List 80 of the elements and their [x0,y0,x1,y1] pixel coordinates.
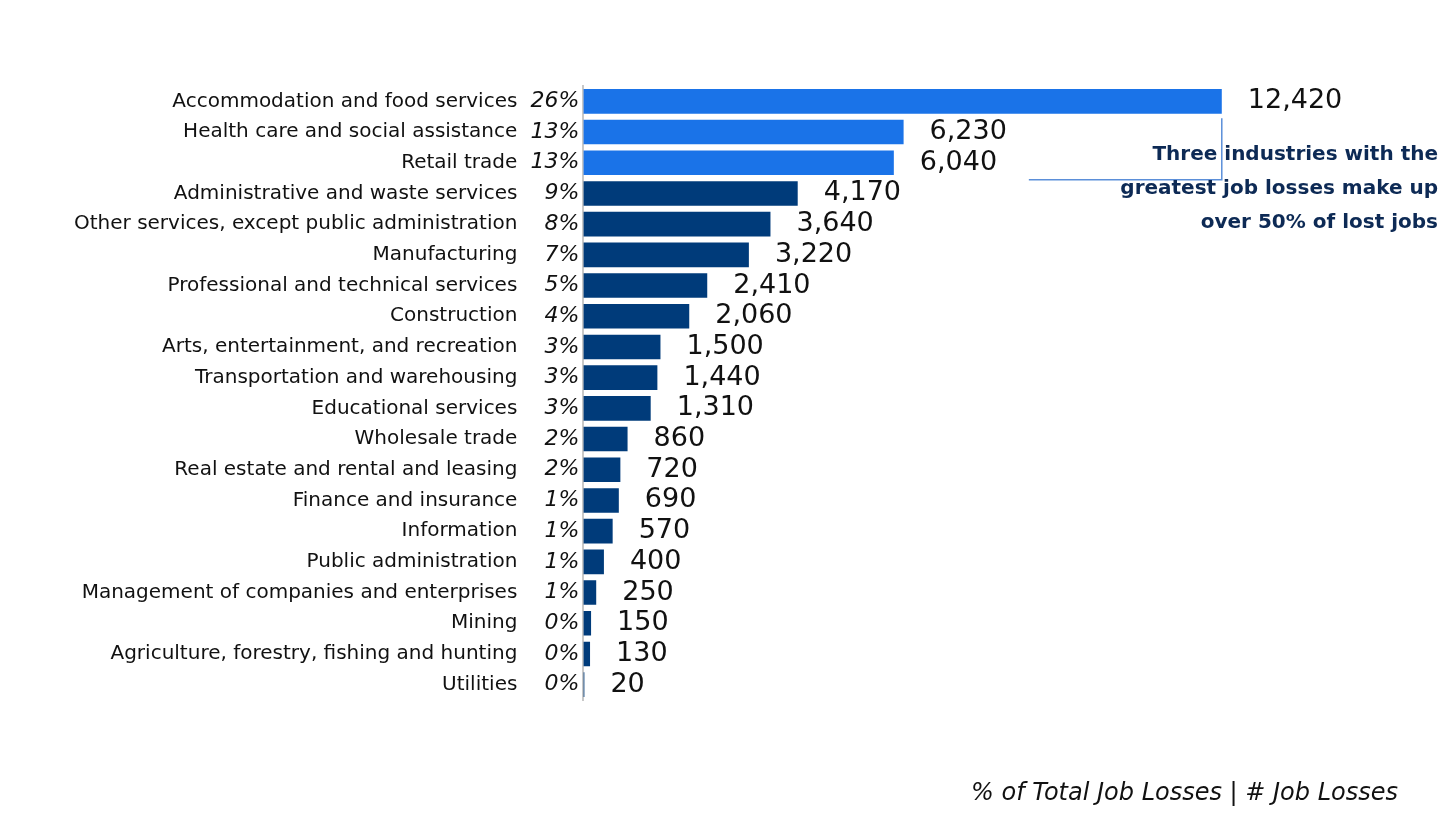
text: 5% [544,271,580,297]
data-label: 2,410 [733,267,811,299]
bar [583,273,708,298]
y-tick-label: Agriculture, forestry, fishing and hunting [110,640,518,665]
y-tick-label: Retail trade [401,148,518,173]
data-label: 130 [616,635,668,667]
bar [583,365,658,390]
text: 0% [544,608,580,634]
text: 3% [544,332,580,358]
data-label: 3,220 [774,236,853,268]
text: 8% [544,209,580,235]
data-label: 250 [622,574,674,606]
data-label: 6,230 [929,114,1007,146]
y-tick-label: Public administration [306,548,518,573]
text: 1% [544,547,580,573]
bar [583,150,894,176]
bar [583,580,597,605]
y-tick-label: Professional and technical services [167,271,518,296]
text: 0% [544,639,580,665]
y-tick-label: Administrative and waste services [173,179,518,204]
text: 13% [530,117,580,143]
bar [583,457,621,483]
bar [583,303,690,329]
y-tick-label: Utilities [442,670,518,695]
text: 3% [544,363,580,389]
y-tick-label: Health care and social assistance [183,118,518,143]
text: 13% [530,148,580,174]
y-tick-label: Accommodation and food services [172,87,518,112]
bar [583,426,628,452]
data-label: 1,310 [676,390,754,422]
annotation: Three industries with the greatest job losses make up over 50% of lost jobs [1119,140,1438,235]
text: 3% [544,394,580,420]
data-label: 690 [644,482,697,514]
text: 2% [544,424,580,450]
y-tick-label: Mining [450,609,518,634]
data-label: 860 [653,421,706,453]
data-label: 150 [617,605,669,637]
bar [583,334,661,360]
y-tick-label: Construction [390,302,518,327]
data-label: 400 [629,543,682,575]
text: 7% [544,240,580,266]
text: 9% [544,179,580,205]
bar [583,488,619,513]
text: 1% [544,516,580,542]
data-label: 1,440 [683,359,761,391]
data-label: 20 [610,666,645,698]
data-label: 2,060 [715,298,793,330]
y-tick-label: Information [401,517,518,542]
bar [583,119,904,145]
y-tick-label: Educational services [311,394,518,419]
y-tick-label: Manufacturing [372,241,518,266]
text: 4% [544,301,580,327]
text: 26% [530,87,580,113]
bar [583,181,798,206]
bar [583,211,771,237]
y-tick-label: Real estate and rental and leasing [174,455,518,480]
bar [583,549,604,575]
bar [583,242,749,268]
bar [583,518,613,544]
text: 1% [544,486,580,512]
y-tick-label: Transportation and warehousing [193,363,518,388]
data-label: 6,040 [919,144,998,176]
data-label: 3,640 [796,206,874,238]
data-label: 4,170 [823,175,902,207]
bar [583,89,1222,114]
bar [583,396,651,421]
y-tick-label: Management of companies and enterprises [81,578,518,603]
data-label: 720 [646,451,698,483]
data-label: 1,500 [686,328,764,360]
text: 1% [544,578,580,604]
bar [583,610,592,636]
y-tick-label: Arts, entertainment, and recreation [162,333,518,358]
y-tick-label: Wholesale trade [354,425,518,450]
data-label: 12,420 [1247,83,1343,115]
y-tick-label: Finance and insurance [292,486,518,511]
text: 2% [544,455,580,481]
y-tick-label: Other services, except public administration [74,210,518,235]
x-axis-title: % of Total Job Losses | # Job Losses [971,778,1398,806]
text: 0% [544,670,580,696]
data-label: 570 [638,513,691,545]
